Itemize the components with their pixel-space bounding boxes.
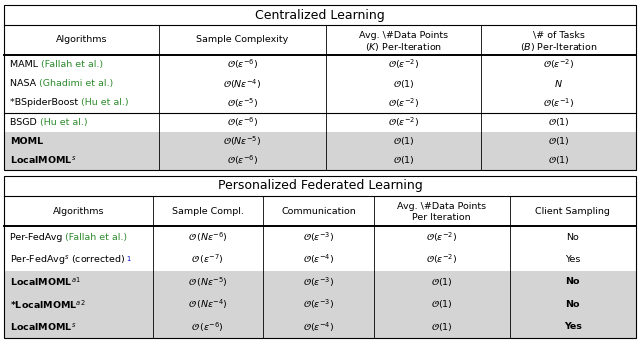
Text: $\mathcal{O}(1)$: $\mathcal{O}(1)$ bbox=[393, 135, 415, 147]
Text: $\mathcal{O}(\epsilon^{-2})$: $\mathcal{O}(\epsilon^{-2})$ bbox=[388, 115, 419, 129]
Text: (Ghadimi et al.): (Ghadimi et al.) bbox=[39, 79, 113, 88]
Bar bbox=[4, 316, 636, 338]
Text: LocalMOML$^s$: LocalMOML$^s$ bbox=[10, 321, 76, 333]
Text: BSGD: BSGD bbox=[10, 118, 40, 127]
Text: Yes: Yes bbox=[565, 255, 580, 264]
Bar bbox=[4, 5, 636, 25]
Text: $\mathcal{O}\,(N\epsilon^{-5})$: $\mathcal{O}\,(N\epsilon^{-5})$ bbox=[188, 275, 228, 289]
Text: Avg. \#Data Points: Avg. \#Data Points bbox=[359, 31, 448, 40]
Text: $\mathcal{O}(N\epsilon^{-5})$: $\mathcal{O}(N\epsilon^{-5})$ bbox=[223, 134, 262, 148]
Text: No: No bbox=[566, 277, 580, 287]
Text: (Hu et al.): (Hu et al.) bbox=[81, 98, 129, 107]
Text: $(K)$ Per-Iteration: $(K)$ Per-Iteration bbox=[365, 41, 442, 53]
Text: $\mathcal{O}(\epsilon^{-2})$: $\mathcal{O}(\epsilon^{-2})$ bbox=[388, 96, 419, 110]
Text: $\mathcal{O}(\epsilon^{-4})$: $\mathcal{O}(\epsilon^{-4})$ bbox=[303, 320, 334, 333]
Text: $\mathcal{O}(\epsilon^{-5})$: $\mathcal{O}(\epsilon^{-5})$ bbox=[227, 96, 258, 110]
Bar bbox=[4, 132, 636, 151]
Text: (Fallah et al.): (Fallah et al.) bbox=[41, 60, 103, 69]
Text: Avg. \#Data Points: Avg. \#Data Points bbox=[397, 202, 486, 211]
Bar bbox=[4, 151, 636, 170]
Text: $\mathcal{O}(\epsilon^{-3})$: $\mathcal{O}(\epsilon^{-3})$ bbox=[303, 298, 334, 311]
Text: Communication: Communication bbox=[281, 207, 356, 215]
Text: Per Iteration: Per Iteration bbox=[412, 213, 471, 222]
Text: $\mathcal{O}\,(N\epsilon^{-4})$: $\mathcal{O}\,(N\epsilon^{-4})$ bbox=[188, 298, 228, 311]
Text: $\mathcal{O}(1)$: $\mathcal{O}(1)$ bbox=[393, 78, 415, 90]
Text: $\mathcal{O}(N\epsilon^{-4})$: $\mathcal{O}(N\epsilon^{-4})$ bbox=[223, 77, 262, 91]
Text: MAML: MAML bbox=[10, 60, 41, 69]
Text: $\mathcal{O}(\epsilon^{-3})$: $\mathcal{O}(\epsilon^{-3})$ bbox=[303, 231, 334, 244]
Bar bbox=[4, 176, 636, 196]
Text: $^1$: $^1$ bbox=[126, 255, 132, 264]
Bar bbox=[4, 271, 636, 293]
Text: $\mathcal{O}\,(\epsilon^{-6})$: $\mathcal{O}\,(\epsilon^{-6})$ bbox=[191, 320, 224, 333]
Text: $\mathcal{O}(\epsilon^{-3})$: $\mathcal{O}(\epsilon^{-3})$ bbox=[303, 275, 334, 289]
Text: $N$: $N$ bbox=[554, 78, 563, 89]
Text: $\mathcal{O}(\epsilon^{-6})$: $\mathcal{O}(\epsilon^{-6})$ bbox=[227, 58, 258, 71]
Text: Personalized Federated Learning: Personalized Federated Learning bbox=[218, 180, 422, 193]
Text: $\mathcal{O}(\epsilon^{-1})$: $\mathcal{O}(\epsilon^{-1})$ bbox=[543, 96, 574, 110]
Text: (Hu et al.): (Hu et al.) bbox=[40, 118, 88, 127]
Text: Yes: Yes bbox=[564, 322, 582, 331]
Text: Algorithms: Algorithms bbox=[56, 36, 107, 44]
Text: $\mathcal{O}(\epsilon^{-2})$: $\mathcal{O}(\epsilon^{-2})$ bbox=[426, 231, 457, 244]
Text: $\mathcal{O}(1)$: $\mathcal{O}(1)$ bbox=[393, 155, 415, 167]
Text: $(B)$ Per-Iteration: $(B)$ Per-Iteration bbox=[520, 41, 597, 53]
Text: $\mathcal{O}(1)$: $\mathcal{O}(1)$ bbox=[431, 276, 452, 288]
Bar bbox=[4, 293, 636, 316]
Text: Sample Compl.: Sample Compl. bbox=[172, 207, 244, 215]
Text: *LocalMOML$^{a2}$: *LocalMOML$^{a2}$ bbox=[10, 298, 86, 311]
Text: $\mathcal{O}(\epsilon^{-2})$: $\mathcal{O}(\epsilon^{-2})$ bbox=[388, 58, 419, 71]
Text: $\mathcal{O}(\epsilon^{-4})$: $\mathcal{O}(\epsilon^{-4})$ bbox=[303, 253, 334, 266]
Text: $\mathcal{O}(\epsilon^{-6})$: $\mathcal{O}(\epsilon^{-6})$ bbox=[227, 154, 258, 167]
Text: $\mathcal{O}\,(N\epsilon^{-6})$: $\mathcal{O}\,(N\epsilon^{-6})$ bbox=[188, 231, 228, 244]
Text: (Fallah et al.): (Fallah et al.) bbox=[65, 233, 127, 242]
Text: Per-FedAvg: Per-FedAvg bbox=[10, 233, 65, 242]
Text: $\mathcal{O}(1)$: $\mathcal{O}(1)$ bbox=[548, 116, 570, 128]
Text: \# of Tasks: \# of Tasks bbox=[532, 31, 584, 40]
Text: $\mathcal{O}(\epsilon^{-2})$: $\mathcal{O}(\epsilon^{-2})$ bbox=[426, 253, 457, 266]
Text: No: No bbox=[566, 233, 579, 242]
Text: Algorithms: Algorithms bbox=[52, 207, 104, 215]
Text: NASA: NASA bbox=[10, 79, 39, 88]
Text: Per-FedAvg$^s$ (corrected): Per-FedAvg$^s$ (corrected) bbox=[10, 253, 126, 267]
Text: $\mathcal{O}(1)$: $\mathcal{O}(1)$ bbox=[548, 135, 570, 147]
Text: $\mathcal{O}\,(\epsilon^{-7})$: $\mathcal{O}\,(\epsilon^{-7})$ bbox=[191, 253, 224, 266]
Text: LocalMOML$^s$: LocalMOML$^s$ bbox=[10, 155, 76, 167]
Text: $\mathcal{O}(\epsilon^{-6})$: $\mathcal{O}(\epsilon^{-6})$ bbox=[227, 115, 258, 129]
Text: $\mathcal{O}(\epsilon^{-2})$: $\mathcal{O}(\epsilon^{-2})$ bbox=[543, 58, 574, 71]
Text: Client Sampling: Client Sampling bbox=[536, 207, 610, 215]
Bar bbox=[4, 5, 636, 170]
Text: No: No bbox=[566, 300, 580, 309]
Text: Sample Complexity: Sample Complexity bbox=[196, 36, 289, 44]
Text: $\mathcal{O}(1)$: $\mathcal{O}(1)$ bbox=[431, 299, 452, 311]
Text: $\mathcal{O}(1)$: $\mathcal{O}(1)$ bbox=[548, 155, 570, 167]
Text: MOML: MOML bbox=[10, 137, 43, 146]
Text: $\mathcal{O}(1)$: $\mathcal{O}(1)$ bbox=[431, 321, 452, 333]
Text: *BSpiderBoost: *BSpiderBoost bbox=[10, 98, 81, 107]
Text: LocalMOML$^{a1}$: LocalMOML$^{a1}$ bbox=[10, 276, 81, 288]
Bar bbox=[4, 176, 636, 338]
Text: Centralized Learning: Centralized Learning bbox=[255, 9, 385, 22]
